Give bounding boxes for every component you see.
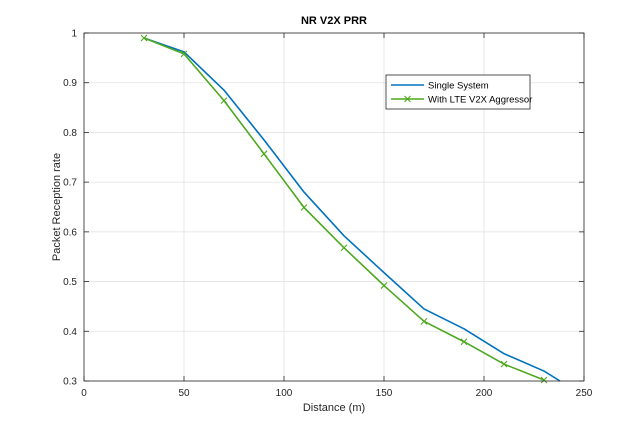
y-tick-label: 0.9 [63, 78, 77, 89]
data-point-marker [460, 338, 468, 346]
legend-marker [404, 95, 411, 103]
data-point-marker [420, 317, 428, 325]
data-point-marker [380, 282, 388, 289]
x-tick-label: 200 [476, 388, 493, 399]
chart-title: NR V2X PRR [301, 15, 367, 27]
data-point-marker [300, 204, 308, 211]
y-tick-label: 0.8 [63, 128, 77, 139]
data-point-marker [540, 376, 548, 384]
x-tick-label: 150 [376, 388, 393, 399]
x-tick-label: 100 [276, 388, 293, 399]
series-line [143, 37, 561, 382]
data-point-marker [340, 244, 348, 252]
y-tick-label: 0.7 [63, 178, 77, 189]
data-point-marker [500, 360, 508, 368]
data-point-marker [260, 150, 268, 158]
data-point-marker [140, 34, 148, 42]
data-point-marker [220, 97, 228, 104]
x-tick-label: 50 [178, 388, 190, 399]
legend-label: Single System [428, 81, 489, 92]
legend-box [385, 74, 531, 110]
legend: Single System With LTE V2X Aggressor [385, 74, 532, 110]
y-axis-label: Packet Reception rate [51, 153, 63, 261]
series-2 [140, 34, 548, 384]
legend-label: With LTE V2X Aggressor [428, 95, 532, 106]
y-tick-label: 0.5 [63, 277, 77, 288]
data-point-marker [180, 50, 188, 58]
x-axis-label: Distance (m) [303, 402, 365, 414]
y-tick-label: 0.4 [63, 327, 77, 338]
y-tick-label: 1 [71, 29, 77, 40]
plot-area-frame [83, 32, 585, 382]
x-tick-label: 0 [81, 388, 87, 399]
x-tick-label: 250 [576, 388, 593, 399]
y-tick-label: 0.6 [63, 227, 77, 238]
y-tick-label: 0.3 [63, 377, 77, 388]
series-1 [143, 37, 561, 382]
